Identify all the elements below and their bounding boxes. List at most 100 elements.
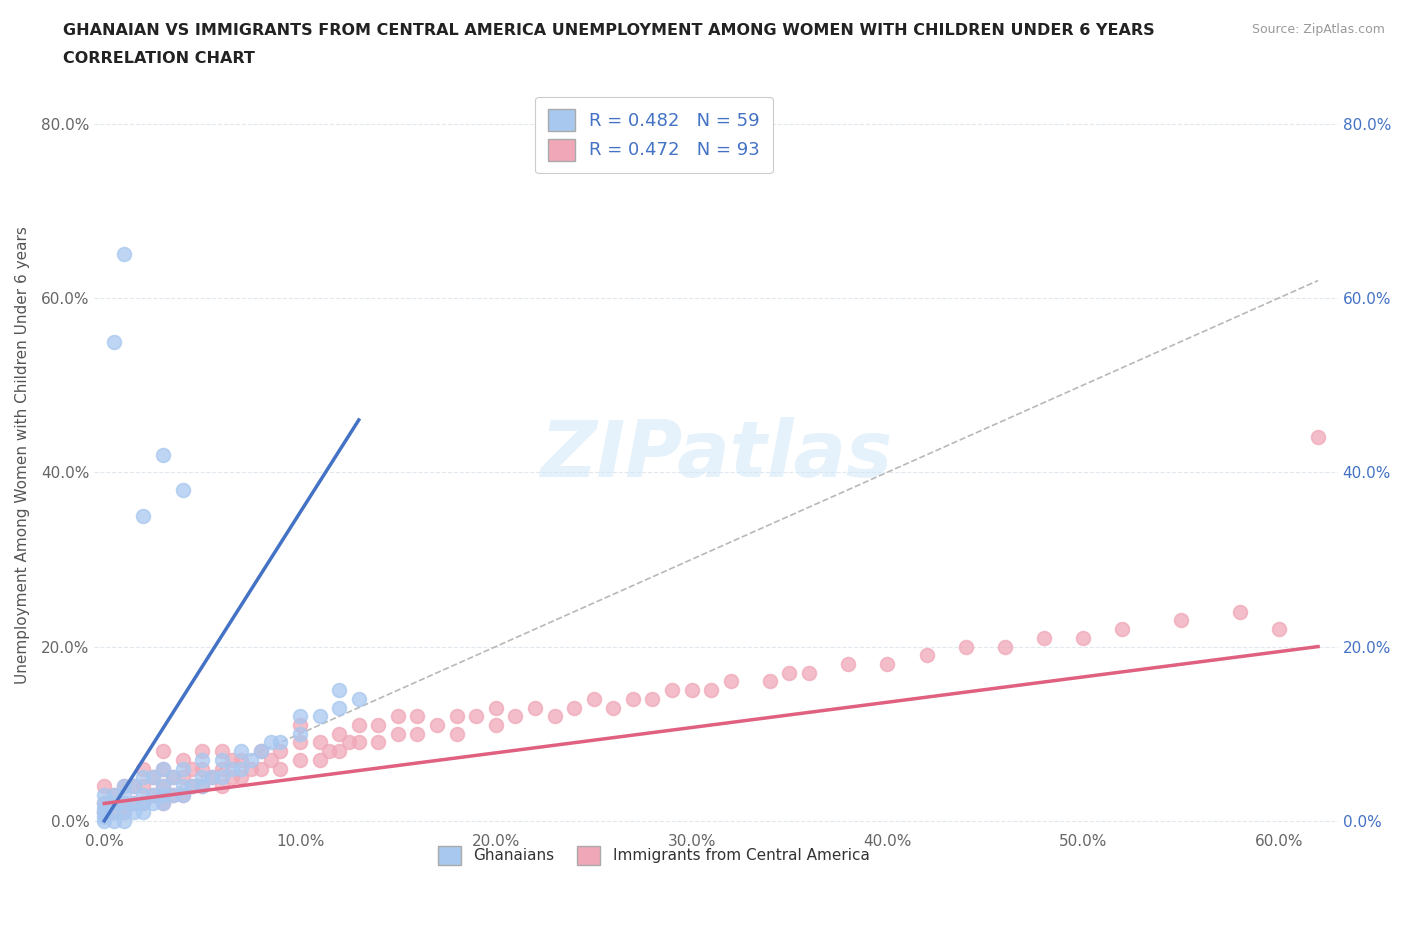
Point [93, 796, 115, 811]
Point [201, 770, 224, 785]
Point [103, 334, 125, 349]
Point [132, 761, 155, 776]
Point [1111, 622, 1133, 637]
Point [103, 796, 125, 811]
Point [191, 770, 214, 785]
Point [122, 778, 145, 793]
Point [446, 709, 468, 724]
Point [93, 778, 115, 793]
Point [250, 761, 273, 776]
Point [582, 691, 605, 706]
Point [328, 726, 350, 741]
Point [162, 770, 184, 785]
Point [602, 700, 624, 715]
Point [152, 796, 174, 811]
Point [152, 788, 174, 803]
Point [93, 788, 115, 803]
Point [240, 752, 263, 767]
Point [269, 735, 291, 750]
Point [122, 778, 145, 793]
Point [93, 804, 115, 819]
Point [172, 770, 194, 785]
Point [876, 657, 898, 671]
Point [1071, 631, 1094, 645]
Point [337, 735, 360, 750]
Point [288, 709, 311, 724]
Point [152, 778, 174, 793]
Point [103, 804, 125, 819]
Point [1268, 622, 1291, 637]
Point [93, 804, 115, 819]
Point [132, 796, 155, 811]
Point [288, 735, 311, 750]
Point [142, 788, 165, 803]
Point [465, 709, 488, 724]
Point [231, 752, 253, 767]
Point [93, 796, 115, 811]
Point [328, 683, 350, 698]
Point [446, 726, 468, 741]
Point [915, 648, 938, 663]
Point [132, 796, 155, 811]
Point [112, 796, 135, 811]
Point [172, 788, 194, 803]
Point [211, 761, 233, 776]
Point [142, 796, 165, 811]
Point [720, 674, 742, 689]
Point [347, 735, 370, 750]
Point [181, 778, 204, 793]
Point [211, 770, 233, 785]
Point [288, 718, 311, 733]
Point [505, 709, 527, 724]
Point [387, 709, 409, 724]
Point [661, 683, 683, 698]
Point [142, 788, 165, 803]
Point [779, 665, 801, 680]
Point [347, 691, 370, 706]
Point [122, 796, 145, 811]
Point [132, 788, 155, 803]
Point [260, 735, 283, 750]
Point [231, 744, 253, 759]
Point [93, 809, 115, 824]
Point [152, 778, 174, 793]
Point [426, 718, 449, 733]
Point [191, 752, 214, 767]
Point [172, 483, 194, 498]
Text: GHANAIAN VS IMMIGRANTS FROM CENTRAL AMERICA UNEMPLOYMENT AMONG WOMEN WITH CHILDR: GHANAIAN VS IMMIGRANTS FROM CENTRAL AMER… [63, 23, 1154, 38]
Point [994, 639, 1017, 654]
Point [132, 804, 155, 819]
Point [142, 770, 165, 785]
Point [1170, 613, 1192, 628]
Point [112, 804, 135, 819]
Point [406, 726, 429, 741]
Point [191, 744, 214, 759]
Point [318, 744, 340, 759]
Point [1229, 604, 1251, 619]
Point [211, 744, 233, 759]
Point [152, 761, 174, 776]
Point [172, 778, 194, 793]
Point [240, 761, 263, 776]
Point [132, 509, 155, 524]
Point [191, 778, 214, 793]
Point [152, 761, 174, 776]
Point [367, 718, 389, 733]
Point [387, 726, 409, 741]
Point [132, 778, 155, 793]
Point [641, 691, 664, 706]
Point [172, 752, 194, 767]
Point [181, 778, 204, 793]
Point [288, 752, 311, 767]
Point [181, 761, 204, 776]
Point [681, 683, 703, 698]
Text: ZIPatlas: ZIPatlas [540, 417, 893, 493]
Point [797, 665, 820, 680]
Point [308, 752, 330, 767]
Point [328, 744, 350, 759]
Point [103, 788, 125, 803]
Point [621, 691, 644, 706]
Point [367, 735, 389, 750]
Point [162, 788, 184, 803]
Point [112, 778, 135, 793]
